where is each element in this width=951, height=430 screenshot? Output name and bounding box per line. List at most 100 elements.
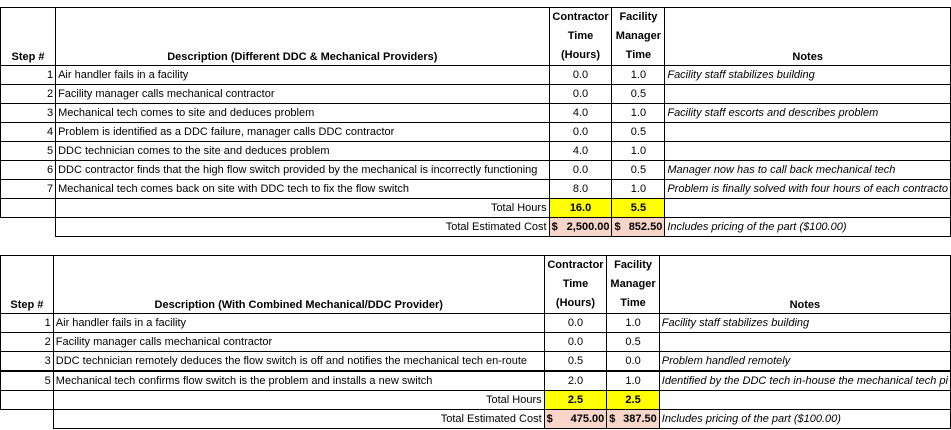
step-note: Manager now has to call back mechanical … — [664, 160, 951, 180]
header-description: Description (Different DDC & Mechanical … — [55, 7, 550, 66]
contractor-hours: 4.0 — [548, 103, 613, 123]
contractor-hours: 0.0 — [543, 332, 608, 352]
step-description: Facility manager calls mechanical contra… — [52, 332, 545, 352]
step-note — [664, 122, 951, 142]
empty-cell — [0, 390, 54, 410]
header-step: Step # — [0, 7, 57, 66]
facility-hours: 1.0 — [611, 141, 666, 161]
step-description: DDC contractor finds that the high flow … — [55, 160, 550, 180]
empty-note — [658, 390, 951, 410]
header-notes: Notes — [658, 255, 951, 314]
facility-hours: 0.0 — [606, 351, 660, 372]
table-row: 2 Facility manager calls mechanical cont… — [0, 84, 951, 104]
facility-hours: 1.0 — [611, 65, 666, 85]
facility-hours: 1.0 — [611, 179, 666, 199]
header-facility-time: Facility Manager Time — [606, 255, 660, 314]
facility-hours: 0.5 — [611, 84, 666, 104]
step-note: Facility staff escorts and describes pro… — [664, 103, 951, 123]
total-facility-hours: 5.5 — [611, 198, 666, 218]
table-row: 2 Facility manager calls mechanical cont… — [0, 332, 951, 352]
contractor-hours: 0.0 — [548, 160, 613, 180]
cost-note: Includes pricing of the part ($100.00) — [658, 409, 951, 429]
table-row: 5 DDC technician comes to the site and d… — [0, 141, 951, 161]
step-number: 4 — [0, 122, 57, 142]
facility-hours: 0.5 — [606, 332, 660, 352]
step-description: Problem is identified as a DDC failure, … — [55, 122, 550, 142]
contractor-hours: 2.0 — [543, 370, 608, 391]
step-description: DDC technician comes to the site and ded… — [55, 141, 550, 161]
step-note: Problem handled remotely — [658, 351, 951, 372]
total-hours-label: Total Hours — [55, 198, 550, 218]
table-row: 1 Air handler fails in a facility 0.0 1.… — [0, 313, 951, 333]
step-description: Air handler fails in a facility — [55, 65, 550, 85]
header-step: Step # — [0, 255, 54, 314]
table-row: 1 Air handler fails in a facility 0.0 1.… — [0, 65, 951, 85]
table-combined-provider: Step # Description (With Combined Mechan… — [0, 255, 951, 429]
step-number: 5 — [0, 141, 57, 161]
step-number: 7 — [0, 179, 57, 199]
total-contractor-cost: $475.00 — [543, 409, 608, 429]
step-note — [664, 84, 951, 104]
contractor-hours: 0.0 — [548, 122, 613, 142]
cost-note: Includes pricing of the part ($100.00) — [664, 217, 951, 237]
contractor-hours: 0.0 — [543, 313, 608, 333]
step-number: 5 — [0, 370, 54, 391]
contractor-hours: 4.0 — [548, 141, 613, 161]
total-contractor-cost: $2,500.00 — [548, 217, 613, 237]
table-row: 6 DDC contractor finds that the high flo… — [0, 160, 951, 180]
total-contractor-hours: 2.5 — [543, 390, 608, 410]
step-note: Facility staff stabilizes building — [664, 65, 951, 85]
step-number: 3 — [0, 351, 54, 372]
step-description: DDC technician remotely deduces the flow… — [52, 351, 545, 372]
table-different-providers: Step # Description (Different DDC & Mech… — [0, 7, 951, 237]
total-hours-label: Total Hours — [52, 390, 545, 410]
step-number: 1 — [0, 65, 57, 85]
table-row: 3 Mechanical tech comes to site and dedu… — [0, 103, 951, 123]
table-row: 3 DDC technician remotely deduces the fl… — [0, 351, 951, 372]
step-note: Problem is finally solved with four hour… — [664, 179, 951, 199]
step-note — [664, 141, 951, 161]
table-row: 7 Mechanical tech comes back on site wit… — [0, 179, 951, 199]
total-facility-cost: $852.50 — [611, 217, 666, 237]
table-row: 5 Mechanical tech confirms flow switch i… — [0, 370, 951, 391]
step-number: 1 — [0, 313, 54, 333]
total-cost-label: Total Estimated Cost — [55, 217, 550, 237]
step-description: Air handler fails in a facility — [52, 313, 545, 333]
header-contractor-time: Contractor Time (Hours) — [548, 7, 613, 66]
table-row: 4 Problem is identified as a DDC failure… — [0, 122, 951, 142]
facility-hours: 1.0 — [611, 103, 666, 123]
contractor-hours: 0.0 — [548, 84, 613, 104]
header-facility-time: Facility Manager Time — [611, 7, 666, 66]
step-note — [658, 332, 951, 352]
header-notes: Notes — [664, 7, 951, 66]
total-hours-row: Total Hours 2.5 2.5 — [0, 390, 951, 410]
total-cost-row: Total Estimated Cost $475.00 $387.50 Inc… — [1, 409, 951, 429]
total-facility-hours: 2.5 — [606, 390, 660, 410]
total-contractor-hours: 16.0 — [548, 198, 613, 218]
contractor-hours: 0.0 — [548, 65, 613, 85]
facility-hours: 0.5 — [611, 122, 666, 142]
contractor-hours: 0.5 — [543, 351, 608, 372]
header-contractor-time: Contractor Time (Hours) — [543, 255, 608, 314]
step-note: Facility staff stabilizes building — [658, 313, 951, 333]
total-facility-cost: $387.50 — [606, 409, 660, 429]
step-description: Facility manager calls mechanical contra… — [55, 84, 550, 104]
step-number: 2 — [0, 332, 54, 352]
step-number: 6 — [0, 160, 57, 180]
facility-hours: 1.0 — [606, 370, 660, 391]
empty-cell — [1, 410, 54, 429]
total-cost-row: Total Estimated Cost $2,500.00 $852.50 I… — [1, 217, 951, 237]
facility-hours: 0.5 — [611, 160, 666, 180]
empty-cell — [1, 218, 56, 237]
step-number: 2 — [0, 84, 57, 104]
empty-note — [664, 198, 951, 218]
step-description: Mechanical tech confirms flow switch is … — [52, 370, 545, 391]
step-description: Mechanical tech comes back on site with … — [55, 179, 550, 199]
step-note: Identified by the DDC tech in-house the … — [658, 370, 951, 391]
step-description: Mechanical tech comes to site and deduce… — [55, 103, 550, 123]
total-cost-label: Total Estimated Cost — [52, 409, 545, 429]
header-description: Description (With Combined Mechanical/DD… — [52, 255, 545, 314]
facility-hours: 1.0 — [606, 313, 660, 333]
empty-cell — [0, 198, 57, 218]
